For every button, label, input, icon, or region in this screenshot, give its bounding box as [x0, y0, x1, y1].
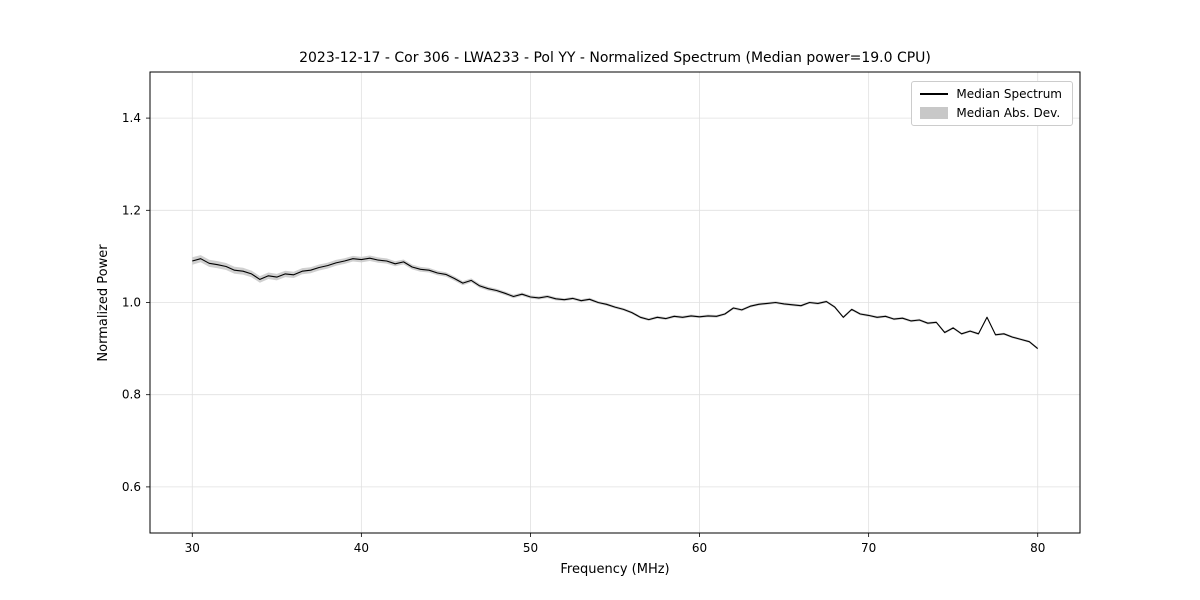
legend-entry-median-abs-dev: Median Abs. Dev. — [920, 107, 1062, 119]
y-tick-label: 1.2 — [122, 203, 141, 217]
median-spectrum-line — [192, 257, 1039, 350]
grid-layer — [150, 72, 1080, 533]
legend: Median Spectrum Median Abs. Dev. — [911, 81, 1073, 126]
legend-patch-sample — [920, 107, 949, 119]
y-axis-label: Normalized Power — [96, 244, 111, 362]
ticks-layer: 30 40 50 60 70 80 0.6 0.8 1.0 1.2 1.4 — [122, 111, 1045, 555]
y-tick-label: 1.4 — [122, 111, 141, 125]
legend-line-sample — [920, 93, 949, 95]
x-tick-label: 60 — [692, 541, 707, 555]
y-tick-label: 0.6 — [122, 480, 141, 494]
x-axis-label: Frequency (MHz) — [560, 562, 669, 577]
chart-title: 2023-12-17 - Cor 306 - LWA233 - Pol YY -… — [299, 50, 931, 66]
x-tick-label: 40 — [354, 541, 369, 555]
y-tick-label: 0.8 — [122, 388, 141, 402]
x-tick-label: 30 — [185, 541, 200, 555]
x-tick-label: 70 — [861, 541, 876, 555]
legend-entry-median-spectrum: Median Spectrum — [920, 88, 1062, 100]
y-tick-label: 1.0 — [122, 296, 141, 310]
legend-label: Median Abs. Dev. — [956, 106, 1061, 120]
x-tick-label: 80 — [1030, 541, 1045, 555]
median-spectrum-line-layer — [192, 257, 1039, 350]
x-tick-label: 50 — [523, 541, 538, 555]
legend-label: Median Spectrum — [956, 87, 1062, 101]
